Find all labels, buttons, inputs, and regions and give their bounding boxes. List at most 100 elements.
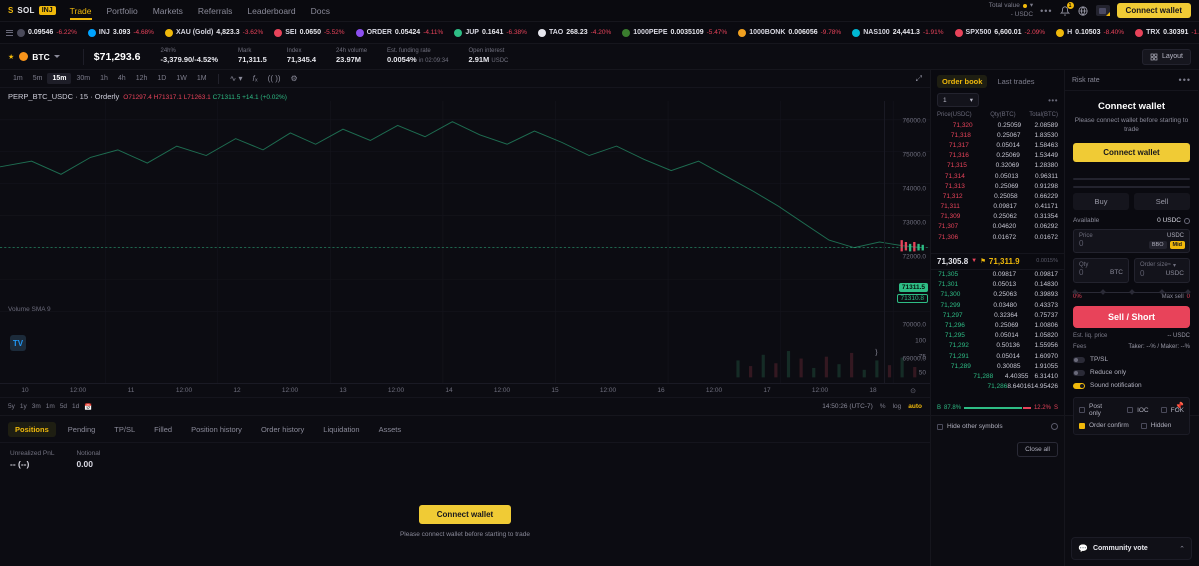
bid-row[interactable]: 71,295 0.05014 1.05820 xyxy=(931,331,1064,341)
time-axis[interactable]: 10 12:00 11 12:00 12 12:00 13 12:00 14 12:00 15 12:… xyxy=(0,383,930,397)
ticker-item[interactable]: SPX500 6,600.01 -2.09% xyxy=(954,28,1057,37)
timeframe-5m[interactable]: 5m xyxy=(32,75,43,82)
tradingview-logo-icon[interactable]: TV xyxy=(10,335,26,351)
nav-link-leaderboard[interactable]: Leaderboard xyxy=(247,5,296,16)
bid-row[interactable]: 71,300 0.25063 0.39893 xyxy=(931,290,1064,300)
bid-row[interactable]: 71,296 0.25069 1.00806 xyxy=(931,320,1064,330)
price-axis[interactable]: 76000.0 75000.0 74000.0 73000.0 72000.0 … xyxy=(884,101,930,393)
post-only-checkbox[interactable] xyxy=(1079,407,1085,414)
leverage-button[interactable]: 1x xyxy=(1131,179,1189,180)
bottom-tab-position-history[interactable]: Position history xyxy=(191,425,242,434)
ask-row[interactable]: 71,316 0.25069 1.53449 xyxy=(931,151,1064,161)
order-type-limit[interactable]: Limit xyxy=(1074,187,1112,188)
side-sell-button[interactable]: Sell xyxy=(1134,193,1190,211)
order-type-market[interactable]: Market xyxy=(1112,187,1151,188)
bid-row[interactable]: 71,291 0.05014 1.60970 xyxy=(931,351,1064,361)
sound-notification-toggle-row[interactable]: Sound notification xyxy=(1073,382,1190,389)
ask-row[interactable]: 71,311 0.09817 0.41171 xyxy=(931,202,1064,212)
range-1m[interactable]: 1m xyxy=(45,403,55,410)
scale-percent-button[interactable]: % xyxy=(879,403,886,410)
range-5d[interactable]: 5d xyxy=(59,403,68,410)
bottom-tab-pending[interactable]: Pending xyxy=(67,425,96,434)
community-vote-card[interactable]: 💬 Community vote ⌃ xyxy=(1071,537,1192,560)
ticker-menu-icon[interactable] xyxy=(6,29,13,36)
chevron-down-icon[interactable]: ▾ xyxy=(1172,263,1176,270)
ask-row[interactable]: 71,313 0.25069 0.91298 xyxy=(931,181,1064,191)
tab-last-trades[interactable]: Last trades xyxy=(997,77,1035,86)
connect-wallet-positions-button[interactable]: Connect wallet xyxy=(418,504,512,524)
nav-link-docs[interactable]: Docs xyxy=(310,5,330,16)
side-buy-button[interactable]: Buy xyxy=(1073,193,1129,211)
nav-link-trade[interactable]: Trade xyxy=(69,2,92,20)
chevron-up-icon[interactable]: ⌃ xyxy=(1179,545,1185,553)
time-axis-settings-icon[interactable]: ⊙ xyxy=(910,388,916,395)
bottom-tab-tp-sl[interactable]: TP/SL xyxy=(114,425,136,434)
tpsl-toggle-row[interactable]: TP/SL xyxy=(1073,356,1190,363)
bottom-tab-liquidation[interactable]: Liquidation xyxy=(323,425,360,434)
chevron-down-icon[interactable]: ▾ xyxy=(1029,2,1034,10)
order-type-advanced[interactable]: Advanced xyxy=(1150,187,1189,188)
instrument-selector[interactable]: BTC xyxy=(19,52,72,62)
ticker-item[interactable]: JUP 0.1641 -6.38% xyxy=(454,28,538,37)
ticker-item[interactable]: 0.09546 -6.22% xyxy=(17,28,88,37)
timeframe-4h[interactable]: 4h xyxy=(117,75,126,82)
calendar-icon[interactable]: 📅 xyxy=(84,403,93,411)
tab-order-book[interactable]: Order book xyxy=(937,75,988,88)
favorite-star-icon[interactable]: ★ xyxy=(8,53,15,61)
chip-bbo[interactable]: BBO xyxy=(1148,241,1167,250)
ioc-checkbox[interactable] xyxy=(1127,407,1134,414)
ticker-item[interactable]: XAU (Gold) 4,823.3 -3.62% xyxy=(164,28,274,37)
hidden-checkbox[interactable] xyxy=(1140,422,1147,429)
more-options-icon[interactable]: ••• xyxy=(1040,5,1053,16)
nav-link-portfolio[interactable]: Portfolio xyxy=(106,5,138,16)
notification-bell-icon[interactable]: 1 xyxy=(1060,2,1074,16)
settings-gear-icon[interactable]: ⚙ xyxy=(290,74,298,83)
sound-notification-toggle[interactable] xyxy=(1073,382,1085,389)
market-ticker-bar[interactable]: 0.09546 -6.22% INJ 3.093 -4.68% XAU (Gold) 4,8… xyxy=(0,22,1199,44)
ticker-item[interactable]: SEI 0.0650 -5.52% xyxy=(274,28,355,37)
range-3m[interactable]: 3m xyxy=(31,403,41,410)
ticker-item[interactable]: NAS100 24,441.3 -1.91% xyxy=(852,28,954,37)
bottom-tab-assets[interactable]: Assets xyxy=(378,425,402,434)
timeframe-30m[interactable]: 30m xyxy=(76,75,91,82)
ticker-item[interactable]: TAO 268.23 -4.20% xyxy=(537,28,622,37)
reduce-only-toggle-row[interactable]: Reduce only xyxy=(1073,369,1190,376)
theme-toggle-icon[interactable] xyxy=(1095,5,1110,16)
ticker-item[interactable]: 1000BONK 0.006056 -9.78% xyxy=(738,28,852,37)
ask-row[interactable]: 71,309 0.25062 0.31354 xyxy=(931,212,1064,222)
bottom-tab-filled[interactable]: Filled xyxy=(154,425,173,434)
ask-row[interactable]: 71,306 0.01672 0.01672 xyxy=(931,232,1064,242)
ticker-item[interactable]: INJ 3.093 -4.68% xyxy=(87,28,165,37)
range-1y[interactable]: 1y xyxy=(19,403,27,410)
timeframe-15m[interactable]: 15m xyxy=(47,73,72,84)
deposit-icon[interactable] xyxy=(1184,217,1190,224)
bid-row[interactable]: 71,299 0.03480 0.43373 xyxy=(931,300,1064,310)
chart-type-icon[interactable]: ∿ ▾ xyxy=(229,74,243,83)
chart-fullscreen-icon[interactable]: ⤢ xyxy=(915,73,922,83)
bid-row[interactable]: 71,305 0.09817 0.09817 xyxy=(931,270,1064,280)
bid-rows[interactable]: 71,305 0.09817 0.09817 71,301 0.05013 0.14830… xyxy=(931,270,1064,403)
timeframe-1W[interactable]: 1W xyxy=(176,75,187,82)
hide-other-symbols-checkbox[interactable] xyxy=(937,423,943,430)
info-icon[interactable] xyxy=(1051,423,1058,430)
connect-wallet-panel-button[interactable]: Connect wallet xyxy=(1073,143,1190,163)
chart-canvas-area[interactable]: Volume SMA 9 TV ⟩ 76000.0 75000.0 74000.… xyxy=(0,101,930,393)
ask-rows[interactable]: 71,320 0.25059 2.08589 71,318 0.25067 1.83530… xyxy=(931,120,1064,253)
ask-row[interactable]: 71,307 0.04620 0.06292 xyxy=(931,222,1064,232)
ask-row[interactable]: 71,317 0.05014 1.58463 xyxy=(931,140,1064,150)
scale-auto-button[interactable]: auto xyxy=(908,403,922,410)
fok-checkbox[interactable] xyxy=(1160,407,1167,414)
close-all-button[interactable]: Close all xyxy=(1017,442,1058,457)
tpsl-toggle[interactable] xyxy=(1073,356,1085,363)
layout-button[interactable]: Layout xyxy=(1141,48,1191,65)
bid-row[interactable]: 71,288 4.40355 6.31410 xyxy=(931,371,1064,381)
ask-row[interactable]: 71,320 0.25059 2.08589 xyxy=(931,120,1064,130)
indicators-icon[interactable]: 𝑓ₓ xyxy=(252,73,258,83)
timeframe-1D[interactable]: 1D xyxy=(157,75,167,82)
reduce-only-toggle[interactable] xyxy=(1073,369,1085,376)
globe-icon[interactable] xyxy=(1078,5,1089,16)
nav-link-referrals[interactable]: Referrals xyxy=(197,5,233,16)
pin-icon[interactable]: 📌 xyxy=(1175,403,1184,411)
connect-wallet-header-button[interactable]: Connect wallet xyxy=(1116,3,1191,18)
